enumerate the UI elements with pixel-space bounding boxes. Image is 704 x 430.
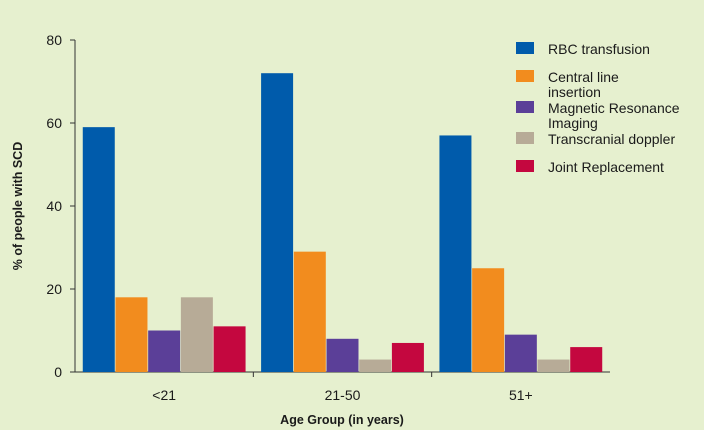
y-tick-label: 20 [46,281,62,297]
legend-swatch [516,160,534,172]
legend-label: Transcranial doppler [548,131,675,147]
bar [214,326,246,372]
legend: RBC transfusion Central line insertionMagn… [516,41,680,175]
x-tick-label: 21-50 [325,387,361,403]
y-axis-title: % of people with SCD [11,142,25,270]
bar [294,252,326,372]
bar [83,127,115,372]
bar [261,73,293,372]
bar [115,297,147,372]
bar [505,335,537,372]
legend-swatch [516,101,534,113]
bar [392,343,424,372]
legend-label: Joint Replacement [548,159,664,175]
y-tick-label: 80 [46,32,62,48]
legend-swatch [516,70,534,82]
x-tick-label: <21 [152,387,176,403]
legend-label: Central line insertion [548,69,619,100]
x-tick-label: 51+ [509,387,533,403]
x-ticks: <21 21-50 51+ [152,372,532,403]
legend-label: RBC transfusion [548,41,650,57]
bar [327,339,359,372]
y-tick-label: 0 [54,364,62,380]
legend-label: Magnetic Resonance Imaging [548,100,680,131]
bar [359,360,391,372]
axes [75,40,610,372]
x-axis-title: Age Group (in years) [280,413,404,427]
y-ticks: 0 20 40 60 80 [46,32,75,380]
bar [148,331,180,373]
bar [570,347,602,372]
bar [472,268,504,372]
bars [83,73,602,372]
y-tick-label: 60 [46,115,62,131]
bar [181,297,213,372]
y-tick-label: 40 [46,198,62,214]
legend-swatch [516,42,534,54]
bar [439,135,471,372]
legend-swatch [516,132,534,144]
bar [538,360,570,372]
